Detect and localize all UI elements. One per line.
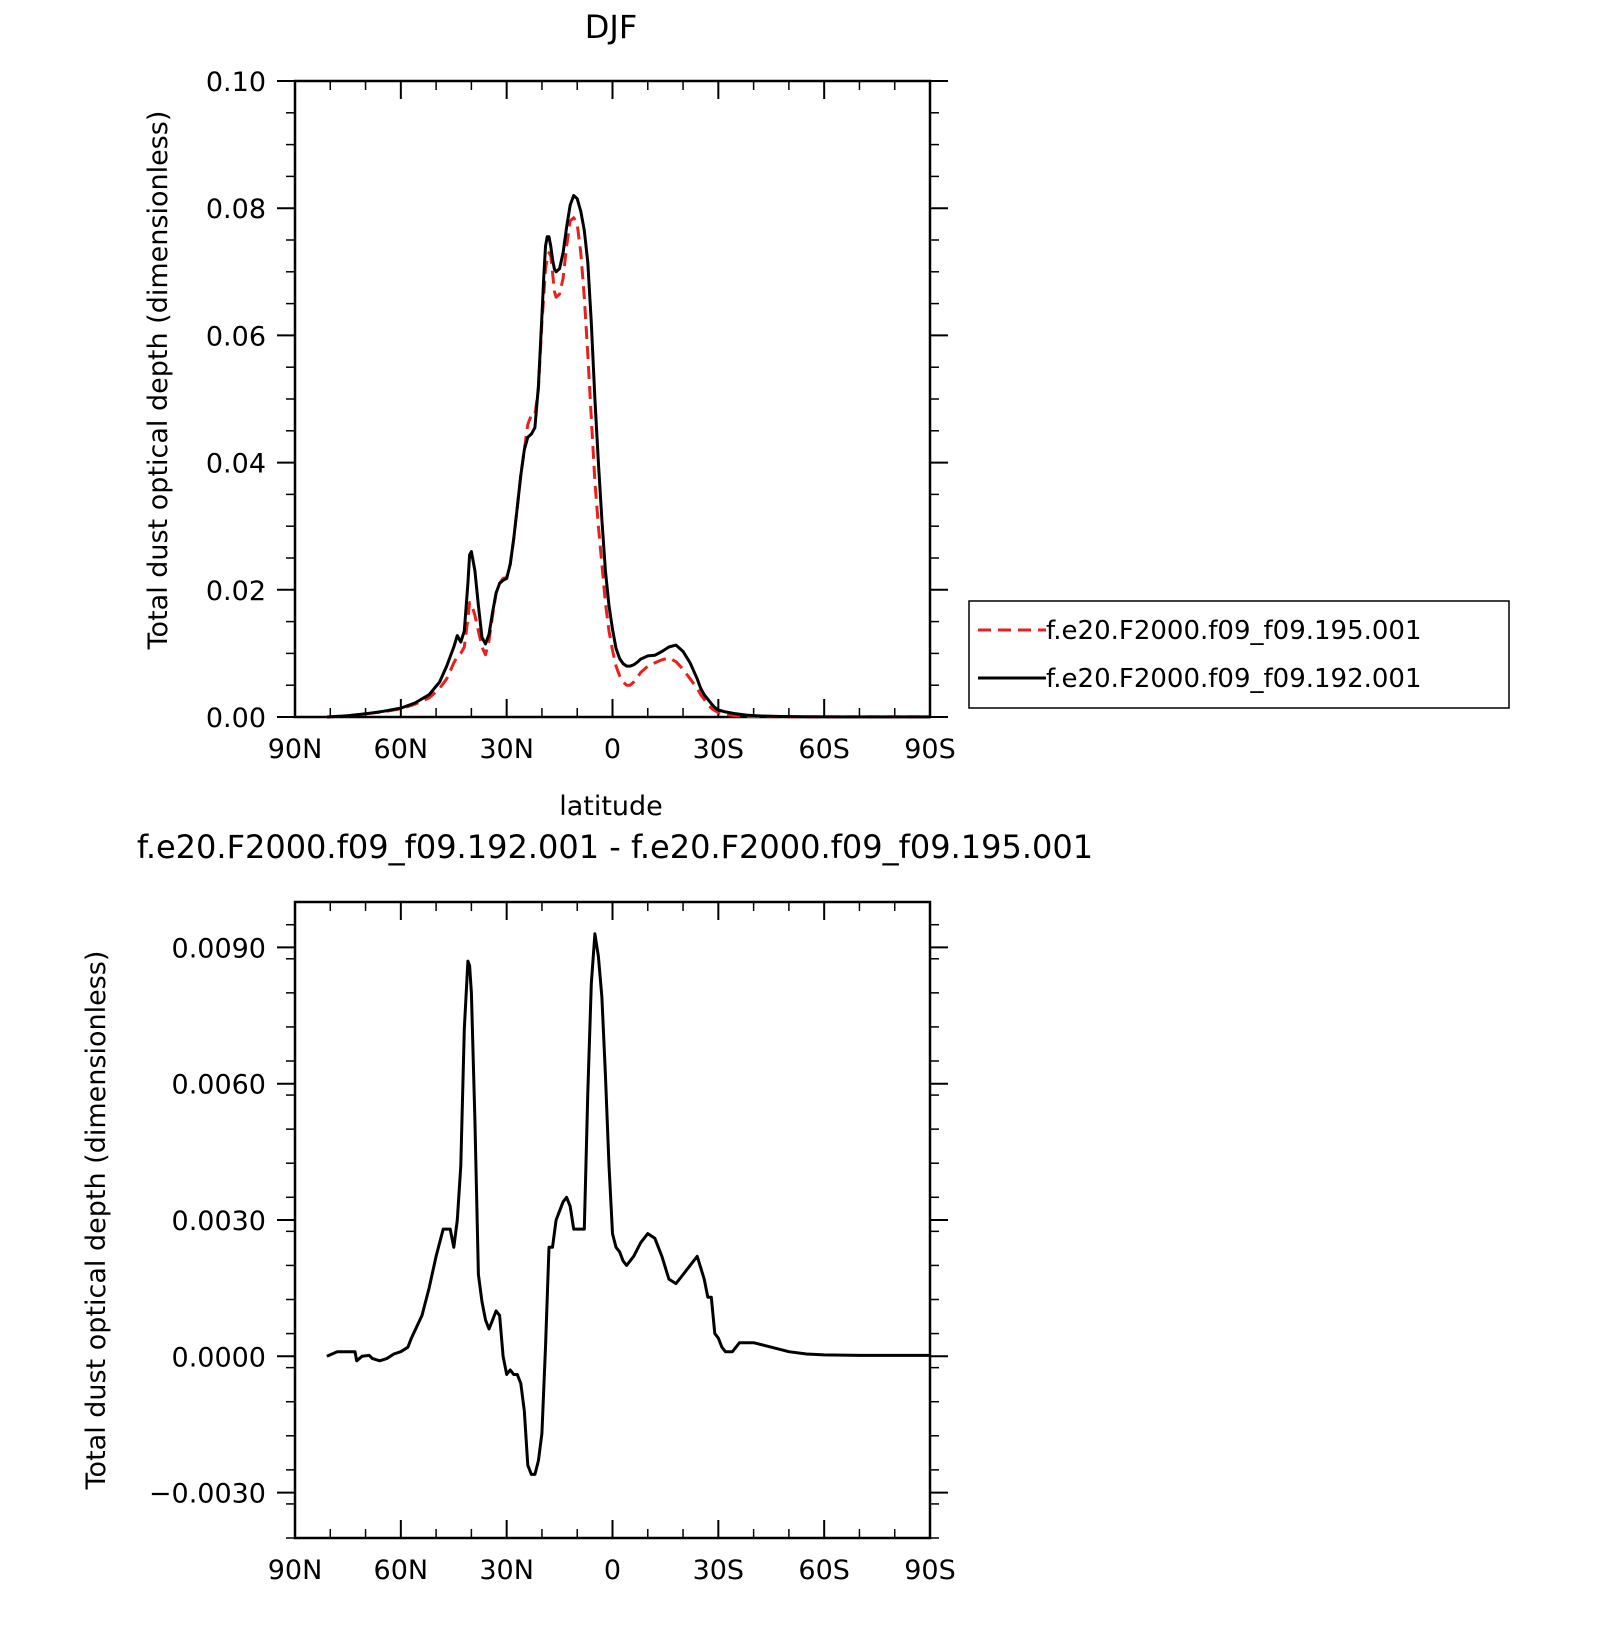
bottom-chart-title: f.e20.F2000.f09_f09.192.001 - f.e20.F200… <box>137 828 1093 866</box>
top-x-tick-label: 0 <box>604 734 621 765</box>
top-y-tick-label: 0.10 <box>206 67 266 98</box>
bottom-panel: f.e20.F2000.f09_f09.192.001 - f.e20.F200… <box>81 828 1093 1586</box>
top-x-tick-label: 60N <box>374 734 429 765</box>
top-y-tick-label: 0.00 <box>206 703 266 734</box>
bottom-series-line-0 <box>326 932 930 1476</box>
top-x-tick-label: 30S <box>693 734 745 765</box>
bottom-y-tick-label: −0.0030 <box>149 1479 266 1510</box>
legend-label-series-b: f.e20.F2000.f09_f09.192.001 <box>1046 664 1422 694</box>
top-chart-title: DJF <box>585 8 637 46</box>
top-x-tick-label: 90S <box>904 734 956 765</box>
bottom-y-tick-label: 0.0030 <box>172 1206 266 1237</box>
top-y-axis-label: Total dust optical depth (dimensionless) <box>143 111 174 651</box>
bottom-y-tick-label: 0.0060 <box>172 1070 266 1101</box>
top-y-tick-label: 0.06 <box>206 321 266 352</box>
bottom-y-axis-label: Total dust optical depth (dimensionless) <box>81 951 112 1491</box>
bottom-x-tick-label: 60N <box>374 1555 429 1586</box>
bottom-plot-area: 90N 60N 30N 0 30S 60S 90S −0.0030 0.0000 0.0030 0.… <box>149 900 956 1586</box>
top-series-line-0 <box>326 216 930 719</box>
top-y-tick-label: 0.02 <box>206 576 266 607</box>
top-panel: DJF 90N 60N 30N 0 30S 60S 90S 0.00 0.02 0.04 0.06 0… <box>143 8 956 822</box>
bottom-y-tick-label: 0.0000 <box>172 1342 266 1373</box>
top-x-tick-label: 60S <box>798 734 850 765</box>
top-x-tick-label: 30N <box>479 734 534 765</box>
bottom-x-tick-label: 90N <box>268 1555 323 1586</box>
bottom-x-tick-label: 90S <box>904 1555 956 1586</box>
legend-label-series-a: f.e20.F2000.f09_f09.195.001 <box>1046 616 1422 646</box>
bottom-x-tick-label: 30N <box>479 1555 534 1586</box>
legend: f.e20.F2000.f09_f09.195.001 f.e20.F2000.… <box>968 600 1510 709</box>
top-y-tick-label: 0.08 <box>206 194 266 225</box>
top-x-axis-label: latitude <box>559 791 663 822</box>
bottom-y-tick-label: 0.0090 <box>172 933 266 964</box>
top-plot-area: 90N 60N 30N 0 30S 60S 90S 0.00 0.02 0.04 0.06 0.08 0… <box>206 67 956 765</box>
top-y-tick-label: 0.04 <box>206 449 266 480</box>
bottom-x-tick-label: 30S <box>693 1555 745 1586</box>
top-x-tick-label: 90N <box>268 734 323 765</box>
top-series-line-1 <box>326 194 930 719</box>
bottom-x-tick-label: 60S <box>798 1555 850 1586</box>
bottom-x-tick-label: 0 <box>604 1555 621 1586</box>
legend-box <box>968 600 1510 709</box>
